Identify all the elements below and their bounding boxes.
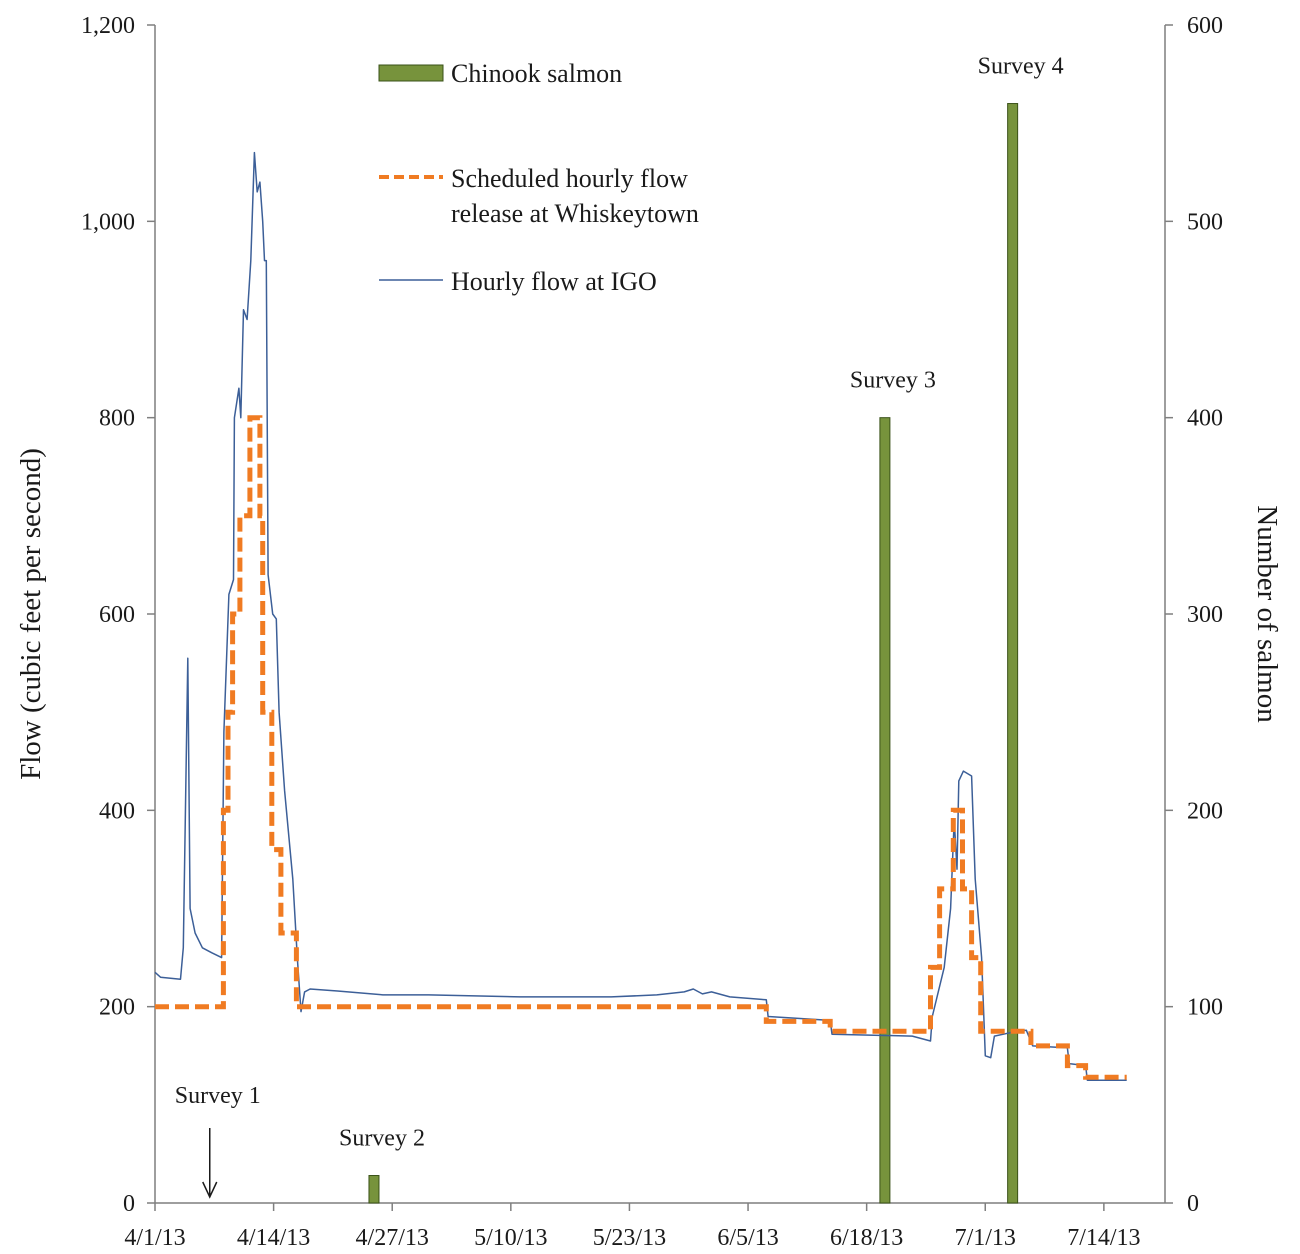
legend-scheduled-label-2: release at Whiskeytown: [451, 199, 699, 228]
hourly-flow-line: [154, 151, 1127, 1082]
right-tick-label: 200: [1187, 798, 1223, 824]
left-tick-label: 400: [99, 798, 135, 824]
left-tick-label: 600: [99, 602, 135, 628]
legend: Chinook salmon Scheduled hourly flow rel…: [378, 59, 699, 296]
x-tick-label: 5/10/13: [474, 1225, 547, 1251]
left-tick-label: 800: [99, 406, 135, 432]
x-tick-label: 4/27/13: [356, 1225, 429, 1251]
x-tick-label: 6/5/13: [717, 1225, 778, 1251]
survey-label: Survey 2: [339, 1126, 425, 1152]
x-tick-label: 4/1/13: [124, 1225, 185, 1251]
left-tick-label: 200: [99, 995, 135, 1021]
survey-annotations: Survey 1 Survey 2 Survey 3 Survey 4: [175, 54, 1064, 1199]
left-tick-label: 0: [123, 1191, 135, 1217]
x-tick-label: 6/18/13: [830, 1225, 903, 1251]
tick-labels: 0 200 400 600 800 1,000 1,200 0 100 200 300 400 500 6…: [81, 13, 1223, 1251]
salmon-count-bar: [879, 417, 891, 1204]
survey-label: Survey 3: [850, 368, 936, 394]
legend-bar-swatch: [378, 64, 444, 82]
survey-label: Survey 4: [978, 54, 1064, 80]
scheduled-flow-line: [155, 415, 1127, 1080]
salmon-count-bar: [368, 1175, 380, 1204]
x-tick-label: 4/14/13: [237, 1225, 310, 1251]
right-tick-label: 600: [1187, 13, 1223, 39]
right-tick-label: 0: [1187, 1191, 1199, 1217]
right-axis-title: Number of salmon: [1251, 505, 1283, 723]
legend-bars-label: Chinook salmon: [451, 59, 622, 88]
salmon-bars: [368, 103, 1019, 1204]
right-tick-label: 100: [1187, 995, 1223, 1021]
flow-lines: [154, 151, 1127, 1082]
legend-hourly-label: Hourly flow at IGO: [451, 267, 657, 296]
salmon-count-bar: [1007, 103, 1019, 1204]
x-tick-label: 7/1/13: [955, 1225, 1016, 1251]
left-axis-title: Flow (cubic feet per second): [15, 448, 47, 780]
left-tick-label: 1,000: [81, 209, 135, 235]
right-tick-label: 500: [1187, 209, 1223, 235]
right-tick-label: 400: [1187, 406, 1223, 432]
x-tick-label: 5/23/13: [593, 1225, 666, 1251]
legend-scheduled-label-1: Scheduled hourly flow: [451, 164, 688, 193]
left-tick-label: 1,200: [81, 13, 135, 39]
right-tick-label: 300: [1187, 602, 1223, 628]
survey-arrow-head: [202, 1181, 218, 1199]
survey-label: Survey 1: [175, 1083, 261, 1109]
x-tick-label: 7/14/13: [1067, 1225, 1140, 1251]
